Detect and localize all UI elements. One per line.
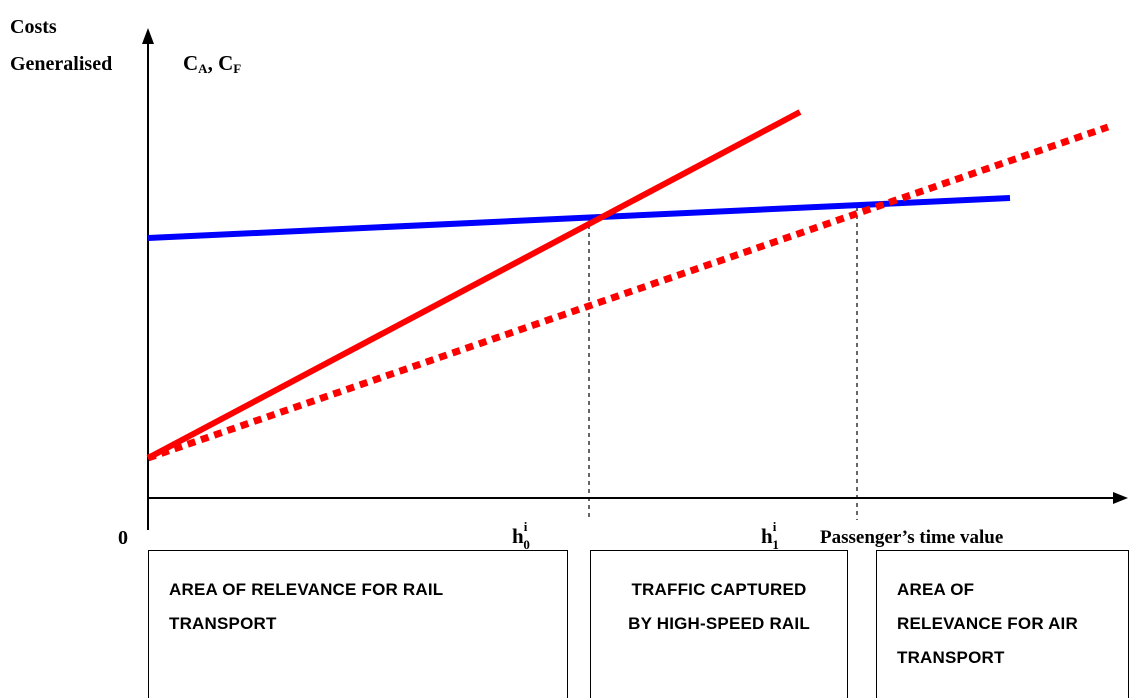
air-relevance-line-2: RELEVANCE FOR AIR [897,614,1078,633]
h0-superscript: i [524,519,528,534]
cost-symbols-separator: , [208,51,219,75]
air-relevance-line-1: AREA OF [897,580,975,599]
air-relevance-text: AREA OF RELEVANCE FOR AIR TRANSPORT [897,573,1078,675]
h0-subscript: 0 [523,537,530,552]
air-cost-line [147,195,1011,241]
cf-symbol: C [218,51,233,75]
origin-label: 0 [118,527,128,549]
y-axis-label-generalised: Generalised [10,53,112,75]
rail-cost-line [146,109,802,461]
high-speed-rail-capture-line-1: TRAFFIC CAPTURED [631,580,807,599]
h1-main: h [761,524,773,548]
air-relevance-box: AREA OF RELEVANCE FOR AIR TRANSPORT [876,550,1129,698]
h1-superscript: i [773,519,777,534]
rail-relevance-line-2: TRANSPORT [169,614,277,633]
ca-symbol: C [183,51,198,75]
x-axis-label: Passenger’s time value [820,527,1003,548]
cost-symbols: CA, CF [183,51,241,76]
high-speed-rail-capture-box: TRAFFIC CAPTURED BY HIGH-SPEED RAIL [590,550,848,698]
rail-relevance-text: AREA OF RELEVANCE FOR RAIL TRANSPORT [169,573,443,641]
high-speed-rail-capture-line-2: BY HIGH-SPEED RAIL [628,614,810,633]
high-speed-rail-cost-line [146,123,1110,462]
rail-relevance-box: AREA OF RELEVANCE FOR RAIL TRANSPORT [148,550,568,698]
h1-subscript: 1 [772,537,779,552]
rail-relevance-line-1: AREA OF RELEVANCE FOR RAIL [169,580,444,599]
h0-main: h [512,524,524,548]
ca-subscript: A [198,61,208,76]
air-relevance-line-3: TRANSPORT [897,648,1005,667]
h0-label: hi 0 [512,519,530,552]
high-speed-rail-capture-text: TRAFFIC CAPTURED BY HIGH-SPEED RAIL [591,573,847,641]
y-axis-arrowhead [142,28,154,44]
h1-label: hi 1 [761,519,779,552]
x-axis-arrowhead [1113,492,1128,504]
y-axis-label-costs: Costs [10,16,57,38]
cf-subscript: F [233,61,241,76]
